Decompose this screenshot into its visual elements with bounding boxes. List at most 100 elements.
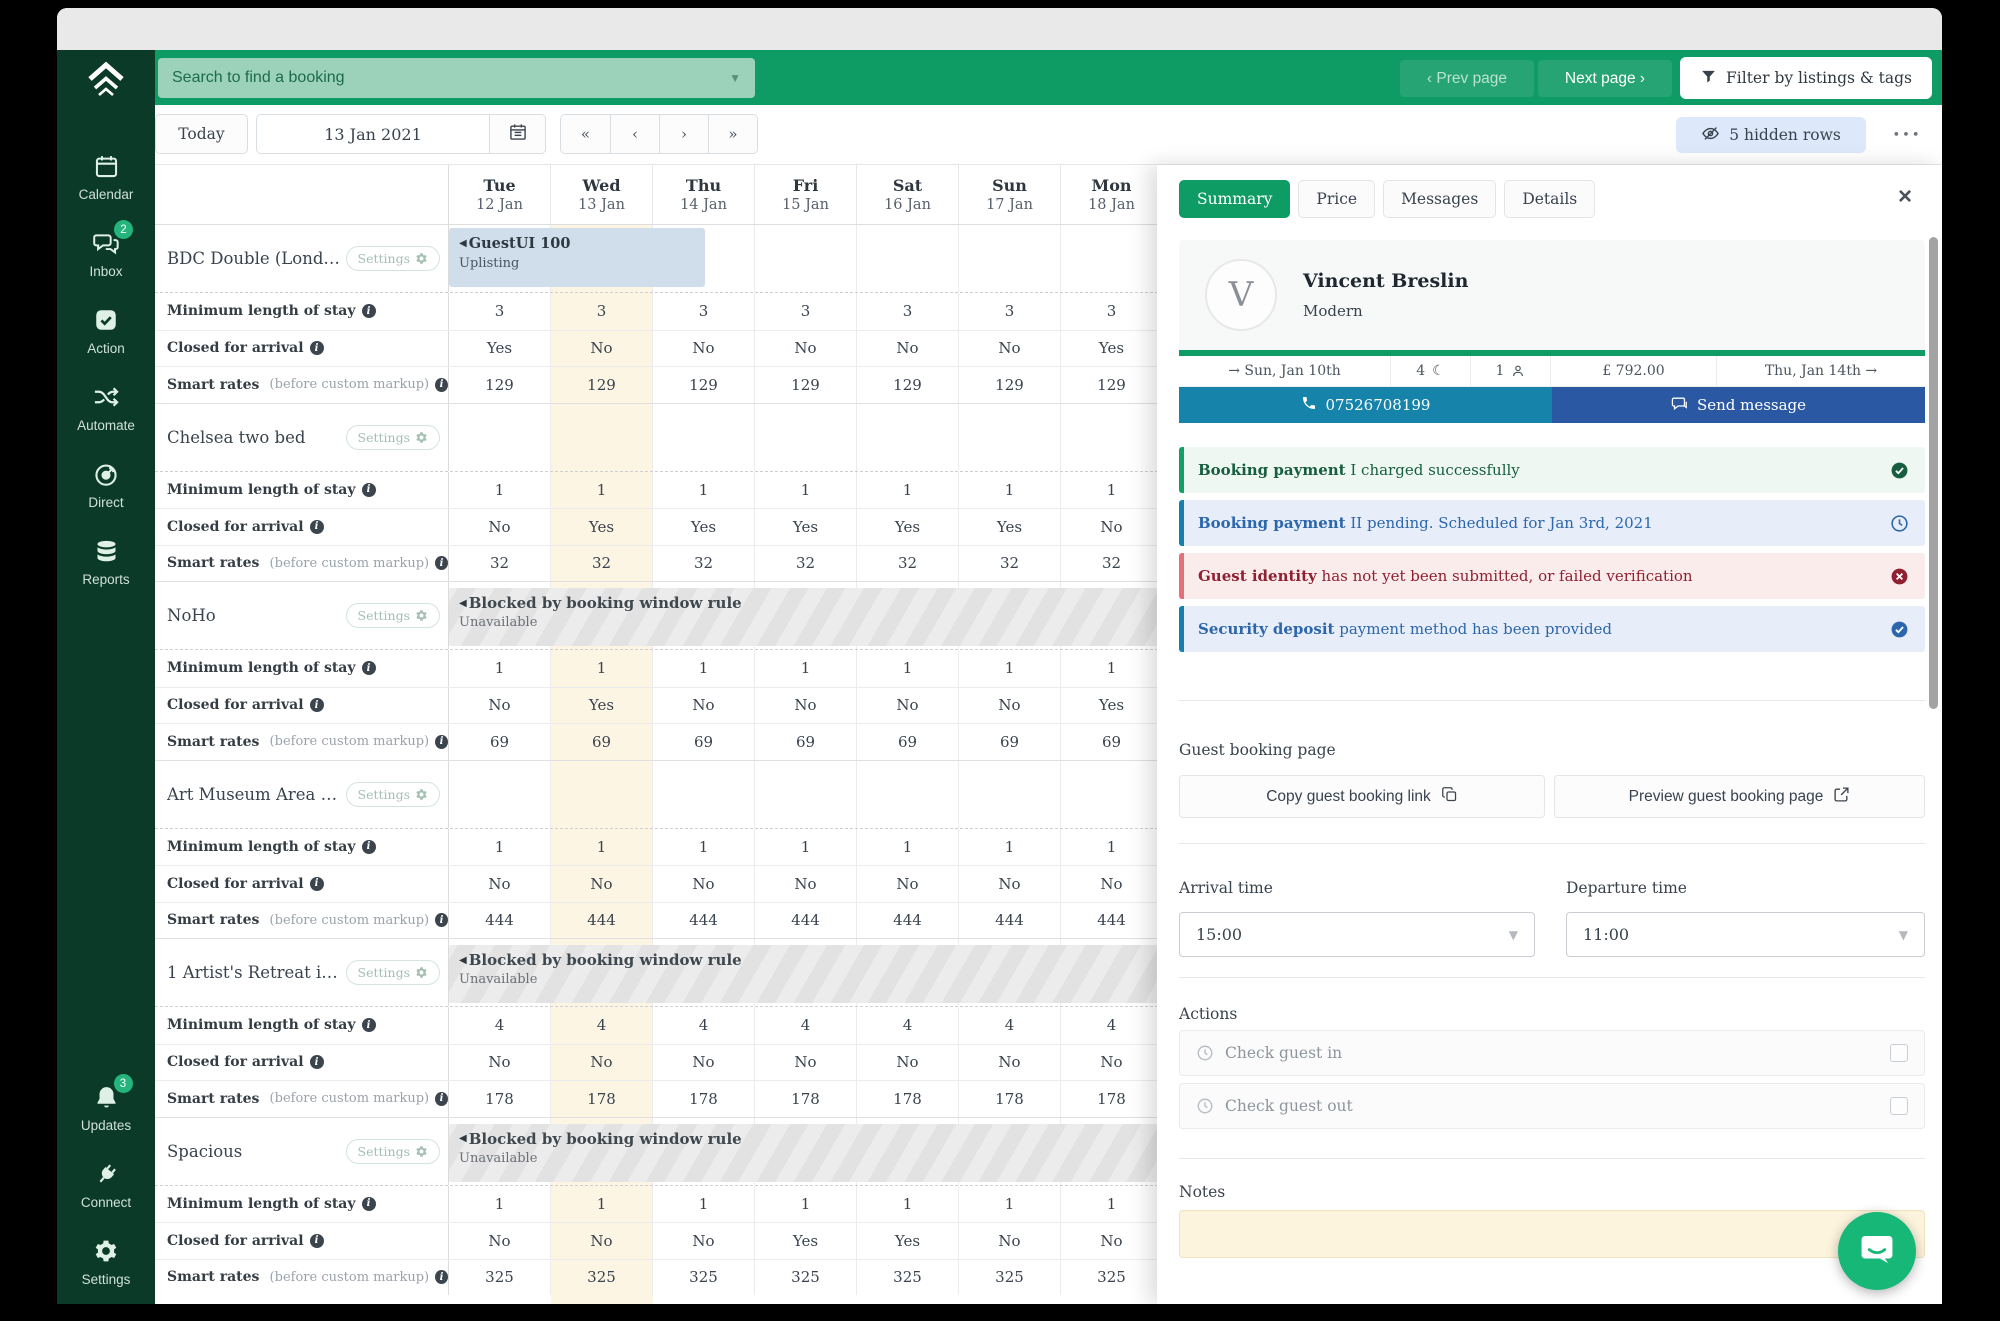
grid-value-cell[interactable]: 444 [551, 902, 653, 938]
grid-value-cell[interactable]: 1 [857, 1185, 959, 1222]
grid-value-cell[interactable]: 4 [1061, 1007, 1163, 1044]
sidebar-item-inbox[interactable]: 2 Inbox [57, 215, 155, 292]
sidebar-item-direct[interactable]: Direct [57, 446, 155, 523]
action-check-in[interactable]: Check guest in [1179, 1030, 1925, 1076]
grid-value-cell[interactable]: 3 [959, 293, 1061, 330]
info-icon[interactable]: i [309, 1055, 324, 1070]
action-checkbox[interactable] [1890, 1097, 1908, 1115]
grid-value-cell[interactable]: 1 [1061, 471, 1163, 508]
grid-value-cell[interactable]: 1 [959, 828, 1061, 865]
tab-messages[interactable]: Messages [1383, 180, 1497, 218]
grid-value-cell[interactable]: No [857, 1044, 959, 1080]
grid-value-cell[interactable]: 1 [653, 1185, 755, 1222]
uplisting-logo-icon[interactable] [57, 60, 155, 100]
next-page-button[interactable]: Next page › [1538, 60, 1672, 97]
grid-value-cell[interactable]: No [449, 1044, 551, 1080]
grid-value-cell[interactable]: 1 [755, 1185, 857, 1222]
grid-value-cell[interactable]: 3 [653, 293, 755, 330]
grid-value-cell[interactable]: 3 [755, 293, 857, 330]
info-icon[interactable]: i [309, 1233, 324, 1248]
more-options-button[interactable]: ••• [1892, 127, 1922, 143]
grid-value-cell[interactable]: Yes [755, 509, 857, 545]
grid-value-cell[interactable]: No [857, 866, 959, 902]
grid-value-cell[interactable]: 1 [1061, 650, 1163, 687]
grid-value-cell[interactable]: 129 [449, 367, 551, 403]
grid-value-cell[interactable]: 32 [551, 545, 653, 581]
grid-value-cell[interactable]: 444 [755, 902, 857, 938]
tab-summary[interactable]: Summary [1179, 180, 1291, 218]
grid-value-cell[interactable]: 1 [1061, 1185, 1163, 1222]
grid-value-cell[interactable]: 4 [653, 1007, 755, 1044]
grid-value-cell[interactable]: 129 [959, 367, 1061, 403]
grid-value-cell[interactable]: Yes [551, 509, 653, 545]
grid-value-cell[interactable]: 4 [551, 1007, 653, 1044]
grid-value-cell[interactable]: 32 [449, 545, 551, 581]
grid-value-cell[interactable]: 1 [1061, 828, 1163, 865]
grid-value-cell[interactable]: 325 [449, 1259, 551, 1295]
grid-value-cell[interactable]: 1 [551, 828, 653, 865]
grid-value-cell[interactable]: 32 [755, 545, 857, 581]
info-icon[interactable]: i [435, 556, 448, 571]
grid-value-cell[interactable]: 69 [857, 724, 959, 760]
grid-value-cell[interactable]: No [959, 687, 1061, 723]
property-settings-button[interactable]: Settings [345, 246, 440, 271]
copy-booking-link-button[interactable]: Copy guest booking link [1179, 775, 1545, 818]
grid-value-cell[interactable]: 325 [551, 1259, 653, 1295]
grid-value-cell[interactable]: 69 [959, 724, 1061, 760]
grid-value-cell[interactable]: Yes [551, 687, 653, 723]
info-icon[interactable]: i [361, 839, 376, 854]
grid-value-cell[interactable]: 4 [449, 1007, 551, 1044]
phone-button[interactable]: 07526708199 [1179, 387, 1552, 423]
grid-value-cell[interactable]: No [755, 687, 857, 723]
grid-value-cell[interactable]: No [653, 1223, 755, 1259]
sidebar-item-connect[interactable]: Connect [57, 1146, 155, 1223]
grid-value-cell[interactable]: No [1061, 866, 1163, 902]
grid-value-cell[interactable]: 129 [755, 367, 857, 403]
prev-page-button[interactable]: ‹ Prev page [1400, 60, 1534, 97]
grid-value-cell[interactable]: No [959, 866, 1061, 902]
info-icon[interactable]: i [361, 1018, 376, 1033]
info-icon[interactable]: i [361, 304, 376, 319]
grid-value-cell[interactable]: 1 [653, 471, 755, 508]
grid-value-cell[interactable]: Yes [653, 509, 755, 545]
grid-value-cell[interactable]: 444 [653, 902, 755, 938]
info-icon[interactable]: i [309, 519, 324, 534]
grid-value-cell[interactable]: 325 [1061, 1259, 1163, 1295]
prev-week-arrow-button[interactable]: ‹ [610, 115, 659, 153]
grid-value-cell[interactable]: 444 [1061, 902, 1163, 938]
info-icon[interactable]: i [361, 661, 376, 676]
sidebar-item-updates[interactable]: 3 Updates [57, 1069, 155, 1146]
grid-value-cell[interactable]: 1 [959, 471, 1061, 508]
info-icon[interactable]: i [361, 1196, 376, 1211]
grid-value-cell[interactable]: 32 [1061, 545, 1163, 581]
grid-value-cell[interactable]: 178 [449, 1081, 551, 1117]
grid-value-cell[interactable]: No [551, 1223, 653, 1259]
grid-value-cell[interactable]: 3 [857, 293, 959, 330]
tab-price[interactable]: Price [1298, 180, 1376, 218]
grid-value-cell[interactable]: 1 [959, 650, 1061, 687]
grid-value-cell[interactable]: 178 [653, 1081, 755, 1117]
grid-value-cell[interactable]: 32 [959, 545, 1061, 581]
sidebar-item-automate[interactable]: Automate [57, 369, 155, 446]
info-icon[interactable]: i [309, 341, 324, 356]
sidebar-item-reports[interactable]: Reports [57, 523, 155, 600]
grid-value-cell[interactable]: 3 [1061, 293, 1163, 330]
grid-value-cell[interactable]: 32 [857, 545, 959, 581]
booking-bar[interactable]: ◀ GuestUI 100 Uplisting [449, 228, 705, 287]
grid-value-cell[interactable]: 129 [653, 367, 755, 403]
grid-value-cell[interactable]: 69 [1061, 724, 1163, 760]
grid-value-cell[interactable]: Yes [755, 1223, 857, 1259]
grid-value-cell[interactable]: 178 [1061, 1081, 1163, 1117]
preview-booking-page-button[interactable]: Preview guest booking page [1554, 775, 1925, 818]
arrival-time-select[interactable]: 15:00 ▼ [1179, 912, 1535, 957]
grid-value-cell[interactable]: No [1061, 1223, 1163, 1259]
grid-value-cell[interactable]: 32 [653, 545, 755, 581]
grid-value-cell[interactable]: 325 [755, 1259, 857, 1295]
grid-value-cell[interactable]: 69 [449, 724, 551, 760]
grid-value-cell[interactable]: 129 [551, 367, 653, 403]
grid-value-cell[interactable]: No [449, 1223, 551, 1259]
grid-value-cell[interactable]: No [653, 330, 755, 366]
grid-value-cell[interactable]: 69 [551, 724, 653, 760]
grid-value-cell[interactable]: 178 [755, 1081, 857, 1117]
filter-listings-button[interactable]: Filter by listings & tags [1680, 57, 1932, 99]
